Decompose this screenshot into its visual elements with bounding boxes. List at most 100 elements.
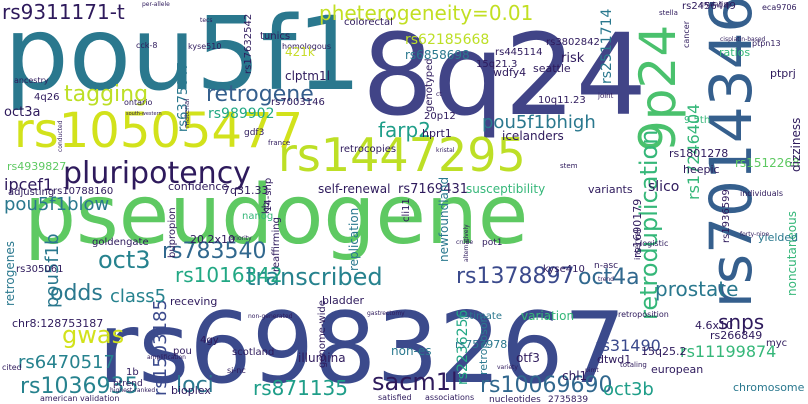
word-class5: class5 [110,286,167,307]
word-rs989902: rs989902 [208,106,275,122]
word-oct3: oct3 [98,246,151,274]
word-interval: interval [633,229,642,261]
word-loci: loci [176,373,214,398]
word-rs2456449: rs2456449 [682,1,736,12]
word-chl1: chl1 [562,369,588,383]
word-tecs: tecs [200,17,213,24]
word-10q11.23: 10q11.23 [538,95,586,106]
word-1b: 1b [126,367,139,378]
word-2735839: 2735839 [548,395,589,404]
word-4.6x10: 4.6x10 [695,319,734,332]
word-crystalline: crystalline [700,1,731,8]
word-rs783540: rs783540 [162,239,267,264]
word-oct3a: oct3a [4,105,41,120]
word-france: france [268,139,291,147]
word-conducted: conducted [57,120,64,152]
word-reaffirming: reaffirming [271,217,282,272]
word-non-generated: non-generated [248,313,293,320]
word-adjusting: adjusting [8,187,55,198]
word-rs305061: rs305061 [16,264,64,275]
word-illumina: illumina [298,351,346,365]
word-ancestry: ancestry [14,76,49,85]
word-genotyped: genotyped [424,58,435,112]
word-pou5f1blow: pou5f1blow [4,194,110,215]
word-confidence: confidence [168,180,229,193]
word-logistic: logistic [640,239,669,248]
word-tagging: tagging [64,82,149,107]
word-rs9311171-t: rs9311171-t [2,0,125,24]
word-gdf3: gdf3 [244,128,265,138]
word-ptprj: ptprj [770,67,796,80]
word-kyse510: kyse510 [188,42,222,51]
word-genome-wide: genome-wide [317,300,328,368]
word-kristal: kristal [436,147,455,154]
word-20p12: 20p12 [424,111,456,122]
word-rs4939827: rs4939827 [7,160,67,173]
word-estimate: estimate [458,311,503,322]
word-ptrend: ptrend [113,379,143,389]
word-gastrectomy: gastrectomy [367,310,405,317]
word-rs1016342: rs1016342 [175,263,283,287]
word-rs1936599: rs1936599 [721,189,732,243]
word-chr8: chr8:128753187 [12,317,104,330]
word-yielded: yielded [758,231,799,244]
word-rs1036935: rs1036935 [20,374,139,399]
word-ipcef1: ipcef1 [4,175,54,194]
word-ct: ct [436,91,442,98]
word-retroposition: retroposition [618,310,669,319]
word-priority: priority [230,235,252,242]
word-pou5f1bhigh: pou5f1bhigh [482,112,596,133]
word-bioplex: bioplex [171,384,211,397]
word-rs11199874: rs11199874 [680,342,777,361]
word-rs10069690: rs10069690 [480,373,613,398]
word-chromosome: chromosome [733,381,805,394]
word-rs266849: rs266849 [710,329,763,342]
word-bupropion: bupropion [167,207,178,258]
word-icelanders: icelanders [502,129,564,143]
word-eca9706: eca9706 [762,3,797,12]
word-non-es: non-es [391,344,432,358]
word-rs62185668: rs62185668 [405,32,490,48]
word-variation: variation [521,309,575,323]
word-tunics: tunics [260,31,291,42]
word-noncutaneous: noncutaneous [785,210,799,296]
word-south-western: south-western [126,111,162,117]
word-highest-ranked: highest-ranked [110,387,156,394]
word-rs757978: rs757978 [455,338,508,351]
word-4gy: 4gy [200,335,219,346]
word-rs1512268: rs1512268 [735,156,800,170]
word-wdfy4: wdfy4 [493,66,527,79]
word-ptpn13: ptpn13 [752,39,781,48]
word-rs31490: rs31490 [595,336,661,355]
word-rs6858698: rs6858698 [405,48,470,62]
word-pot1: pot1 [482,238,503,248]
word-retrocopies: retrocopies [340,144,397,155]
word-cisplatin-based: cisplatin-based [720,36,766,43]
word-gwas: gwas [62,321,125,349]
word-scotland: scotland [232,347,275,358]
word-rs10788160: rs10788160 [53,186,114,197]
word-rs10505477: rs10505477 [14,103,304,159]
word-15q21.3: 15q21.3 [476,59,518,70]
word-ontario: ontario [124,98,153,107]
word-dizziness: dizziness [789,117,803,172]
word-cited: cited [2,363,22,372]
word-hprt1: hprt1 [422,127,452,140]
word-4q26: 4q26 [34,92,60,103]
word-retrogene: retrogene [206,82,314,107]
word-20.2x10: 20.2x10 [190,233,235,246]
word-validation: validation [80,394,120,403]
word-myc: myc [766,338,788,349]
word-cli11: cli11 [401,198,412,222]
word-sacm1l: sacm1l [372,368,458,396]
word-pluripotency: pluripotency [63,156,251,191]
word-rs2511714: rs2511714 [599,8,615,84]
word-n-asc: n-asc [594,261,619,271]
word-rs871135: rs871135 [253,376,348,400]
word-rs445114: rs445114 [495,47,543,58]
word-pou: pou [173,346,192,357]
word-snps: snps [718,310,765,334]
word-slico: slico [648,179,680,195]
word-ratios: ratios [719,46,751,59]
